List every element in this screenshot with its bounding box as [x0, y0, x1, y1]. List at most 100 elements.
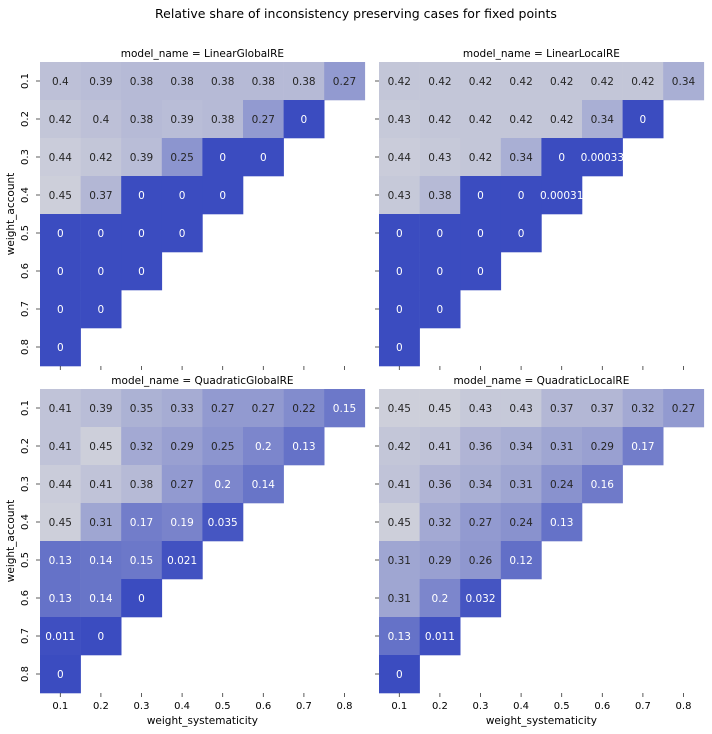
cell-value-label: 0.45 [388, 403, 411, 415]
heatmap-cell [40, 427, 81, 466]
heatmap-cell [419, 427, 461, 466]
cell-value-label: 0.31 [550, 441, 573, 453]
cell-value-label: 0.43 [469, 403, 492, 415]
heatmap-cell [40, 100, 81, 139]
heatmap-cell [541, 62, 583, 101]
cell-value-label: 0.31 [388, 555, 411, 567]
cell-value-label: 0.42 [469, 152, 492, 164]
cell-value-label: 0 [301, 114, 308, 126]
cell-value-label: 0.45 [428, 403, 451, 415]
cell-value-label: 0.021 [167, 555, 197, 567]
heatmap-cell [622, 62, 664, 101]
heatmap-cell [460, 389, 502, 428]
heatmap-cell [40, 541, 81, 580]
heatmap-cell [419, 62, 461, 101]
heatmap-cell [379, 503, 420, 542]
cell-value-label: 0.2 [214, 479, 231, 491]
heatmap-cell [379, 389, 420, 428]
heatmap-cell [419, 541, 461, 580]
heatmap-cell [419, 465, 461, 504]
heatmap-cell [582, 138, 623, 177]
cell-value-label: 0.42 [469, 114, 492, 126]
cell-value-label: 0.33 [170, 403, 193, 415]
x-tick-label: 0.8 [676, 701, 692, 712]
y-tick-label: 0.2 [20, 111, 31, 127]
cell-value-label: 0 [98, 304, 105, 316]
heatmap-cell [500, 100, 542, 139]
cell-value-label: 0.41 [49, 441, 72, 453]
heatmap-cell [460, 214, 502, 253]
cell-value-label: 0 [396, 342, 403, 354]
heatmap-cell [161, 389, 203, 428]
cell-value-label: 0.34 [509, 441, 533, 453]
x-tick-label: 0.1 [52, 701, 68, 712]
heatmap-cell [80, 290, 122, 329]
heatmap-cell [379, 541, 420, 580]
cell-value-label: 0 [138, 190, 145, 202]
y-tick-label: 0.3 [20, 149, 31, 165]
heatmap-cell [541, 389, 583, 428]
heatmap-cell [161, 503, 203, 542]
x-axis-label: weight_systematicity [486, 715, 597, 727]
cell-value-label: 0.34 [591, 114, 615, 126]
heatmap-cell [419, 100, 461, 139]
cell-value-label: 0.42 [49, 114, 72, 126]
cell-value-label: 0.00033 [581, 152, 624, 164]
cell-value-label: 0.42 [388, 76, 411, 88]
cell-value-label: 0.032 [465, 593, 495, 605]
cell-value-label: 0.39 [170, 114, 193, 126]
cell-value-label: 0.45 [49, 190, 72, 202]
heatmap-cell [80, 465, 122, 504]
heatmap-cell [419, 579, 461, 618]
cell-value-label: 0 [138, 593, 145, 605]
heatmap-cell [80, 252, 122, 291]
y-tick-label: 0.1 [20, 400, 31, 416]
cell-value-label: 0 [437, 266, 444, 278]
heatmap-cell [582, 62, 623, 101]
cell-value-label: 0.39 [89, 403, 112, 415]
cell-value-label: 0.27 [672, 403, 695, 415]
heatmap-cell [80, 100, 122, 139]
cell-value-label: 0 [396, 266, 403, 278]
heatmap-cell [80, 541, 122, 580]
cell-value-label: 0.42 [509, 114, 532, 126]
heatmap-cell [379, 655, 420, 694]
heatmap-cell [379, 252, 420, 291]
heatmap-cell [202, 465, 244, 504]
y-tick-label: 0.7 [20, 628, 31, 644]
y-tick-label: 0.7 [20, 301, 31, 317]
heatmap-cell [283, 62, 325, 101]
cell-value-label: 0 [518, 228, 525, 240]
cell-value-label: 0.42 [428, 114, 451, 126]
x-tick-label: 0.8 [337, 701, 353, 712]
heatmap-cell [80, 503, 122, 542]
cell-value-label: 0.39 [130, 152, 153, 164]
x-tick-label: 0.7 [635, 701, 651, 712]
cell-value-label: 0 [558, 152, 565, 164]
heatmap-cell [161, 62, 203, 101]
cell-value-label: 0.43 [388, 114, 411, 126]
cell-value-label: 0 [98, 266, 105, 278]
heatmap-cell [283, 389, 325, 428]
heatmap-panel: model_name = LinearGlobalRE 0.4 0.39 0.38 0.… [5, 48, 366, 370]
cell-value-label: 0.4 [52, 76, 69, 88]
cell-value-label: 0.31 [388, 593, 411, 605]
heatmap-cell [622, 389, 664, 428]
cell-value-label: 0.13 [388, 631, 411, 643]
cell-value-label: 0.35 [130, 403, 153, 415]
heatmap-cell [40, 290, 81, 329]
cell-value-label: 0.011 [425, 631, 455, 643]
x-tick-label: 0.2 [432, 701, 448, 712]
cell-value-label: 0.34 [469, 479, 493, 491]
x-tick-label: 0.2 [93, 701, 109, 712]
heatmap-panel: model_name = QuadraticLocalRE 0.45 0.45 0.4… [375, 375, 705, 727]
heatmap-cell [243, 427, 284, 466]
heatmap-cell [161, 138, 203, 177]
y-tick-label: 0.8 [20, 339, 31, 355]
heatmap-cell [500, 427, 542, 466]
cell-value-label: 0 [477, 190, 484, 202]
heatmap-cell [243, 62, 284, 101]
cell-value-label: 0 [138, 266, 145, 278]
cell-value-label: 0.42 [591, 76, 614, 88]
cell-value-label: 0 [98, 228, 105, 240]
